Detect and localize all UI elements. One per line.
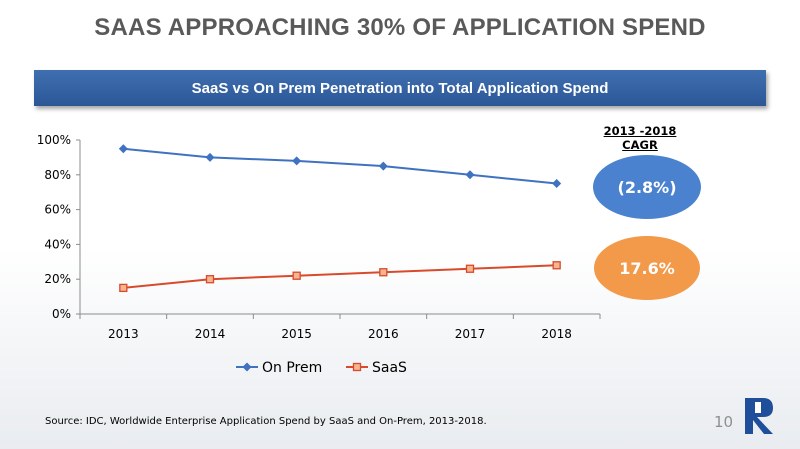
x-tick-label: 2013 — [108, 327, 139, 341]
company-logo — [745, 398, 773, 434]
on-prem-data-point — [552, 179, 562, 188]
x-tick-label: 2016 — [368, 327, 399, 341]
saas-data-point — [119, 283, 128, 293]
on-prem-data-point — [292, 156, 302, 166]
x-tick-label: 2015 — [281, 327, 312, 341]
y-tick-label: 100% — [37, 133, 71, 147]
on-prem-legend-label: On Prem — [262, 360, 322, 376]
on-prem-cagr-value: (2.8%) — [617, 177, 677, 197]
on-prem-cagr-bubble: (2.8%) — [593, 155, 701, 219]
chart-legend: On Prem SaaS — [236, 360, 407, 376]
y-tick-label: 40% — [44, 237, 71, 251]
saas-data-point — [292, 271, 301, 280]
y-tick-label: 0% — [52, 307, 71, 321]
y-tick-label: 60% — [44, 203, 71, 217]
y-tick-label: 20% — [44, 272, 71, 286]
cagr-heading: 2013 -2018 CAGR — [603, 124, 677, 152]
on-prem-data-point — [378, 161, 388, 171]
chart-axes: 0% 20% 40% 60% 80% 100% 2013 2014 2015 2016 2017 20… — [37, 133, 601, 341]
on-prem-data-point — [465, 170, 475, 180]
on-prem-series-line — [123, 147, 557, 185]
x-tick-label: 2017 — [455, 327, 486, 341]
chart-series — [118, 144, 562, 293]
saas-data-point — [552, 261, 561, 270]
saas-legend-label: SaaS — [372, 360, 407, 376]
source-note: Source: IDC, Worldwide Enterprise Applic… — [45, 416, 487, 427]
saas-data-point — [205, 275, 215, 284]
saas-series-line — [123, 264, 557, 289]
on-prem-data-point — [118, 144, 128, 154]
saas-cagr-value: 17.6% — [619, 258, 675, 278]
on-prem-data-point — [205, 152, 215, 162]
saas-cagr-bubble: 17.6% — [594, 236, 700, 300]
saas-data-point — [379, 268, 388, 277]
slide-title: SAAS APPROACHING 30% OF APPLICATION SPEN… — [94, 14, 706, 41]
saas-data-point — [465, 264, 475, 273]
chart-title: SaaS vs On Prem Penetration into Total A… — [191, 79, 609, 97]
saas-legend-marker — [352, 362, 362, 372]
on-prem-legend-marker — [242, 362, 252, 372]
chart-banner: SaaS vs On Prem Penetration into Total A… — [34, 70, 766, 106]
page-number: 10 — [714, 413, 734, 431]
x-tick-label: 2018 — [541, 327, 572, 341]
y-tick-label: 80% — [44, 168, 71, 182]
x-tick-label: 2014 — [195, 327, 226, 341]
